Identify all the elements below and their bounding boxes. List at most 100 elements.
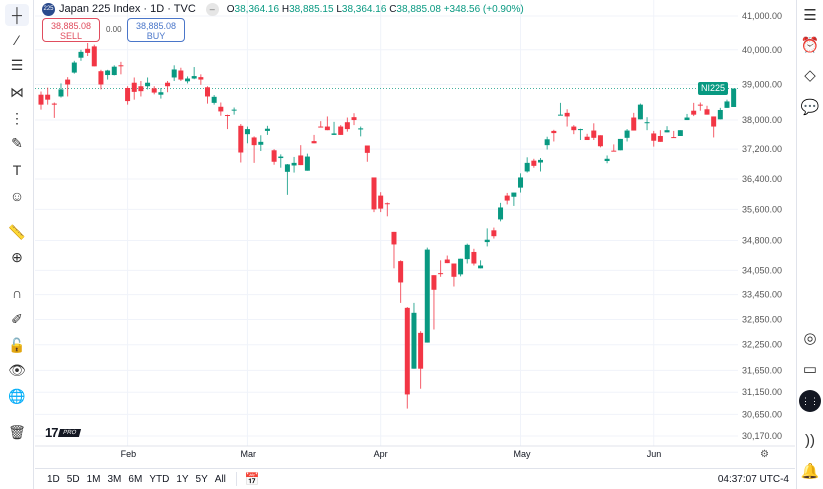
time-axis[interactable]: Feb Mar Apr May Jun [35,446,755,464]
lock-icon[interactable]: 🔓 [8,336,26,353]
price-tick-label: 31,650.00 [742,365,782,375]
crosshair-icon[interactable]: ┼ [5,4,29,26]
candle-body [278,156,284,159]
candle-body [218,106,224,112]
candle-body [697,104,703,106]
candle-body [404,307,410,395]
candle-body [85,48,91,53]
buy-label: BUY [146,31,166,41]
bell-icon[interactable]: 🔔 [800,463,820,480]
candle-body [125,87,131,102]
candle-body [704,109,710,115]
candle-body [98,71,104,85]
candle-body [318,126,324,128]
month-label: Mar [240,449,256,459]
candle-body [331,133,337,135]
price-tick-label: 40,000.00 [742,45,782,55]
month-label: May [513,449,531,459]
range-button-5y[interactable]: 5Y [195,473,208,485]
candle-body [444,259,450,264]
candle-body [544,139,550,146]
calendar-icon[interactable]: ▭ [802,361,818,378]
pattern-icon[interactable]: ⋈ [10,83,24,100]
range-button-1m[interactable]: 1M [86,473,101,485]
trend-line-icon[interactable]: ⁄ [15,32,19,48]
fib-icon[interactable]: ☰ [10,56,24,73]
candle-body [178,70,184,80]
candle-body [518,177,524,188]
month-label: Feb [120,449,137,459]
clock[interactable]: 04:37:07 UTC-4 [717,473,789,485]
month-label: Apr [373,449,388,459]
candle-body [211,96,217,103]
ohlc-readout: O38,364.16 H38,885.15 L38,364.16 C38,885… [226,3,524,15]
buy-price: 38,885.08 [135,21,177,31]
candle-body [717,109,723,120]
candle-body [637,104,643,120]
price-tick-label: 30,650.00 [742,409,782,419]
lock-drawing-icon[interactable]: ✐ [11,310,23,327]
text-icon[interactable]: T [12,162,22,178]
apps-icon[interactable]: ⋮⋮ [799,390,821,412]
candle-body [78,51,84,58]
layers-icon[interactable]: ◇ [804,67,816,84]
candle-body [378,195,384,209]
symbol-header: 225 Japan 225 Index · 1D · TVC – O38,364… [42,2,524,16]
date-range-icon[interactable]: 📅 [235,472,260,486]
candle-body [58,89,64,97]
projection-icon[interactable]: ⋮ [10,109,24,126]
price-tick-label: 32,250.00 [742,340,782,350]
candle-body [551,130,557,134]
alarm-icon[interactable]: ⏰ [800,37,820,54]
price-tick-label: 36,400.00 [742,174,782,184]
right-toolbar: ☰ ⏰ ◇ 💬 ◎ ▭ ⋮⋮)) 🔔 [796,0,823,489]
candle-body [577,129,583,131]
candle-body [597,135,603,147]
candle-body [631,117,637,131]
candle-body [118,65,124,67]
price-tick-label: 37,200.00 [742,144,782,154]
zoom-in-icon[interactable]: ⊕ [11,248,23,265]
buy-button[interactable]: 38,885.08 BUY [127,18,185,42]
range-button-ytd[interactable]: YTD [149,473,170,485]
sell-button[interactable]: 38,885.08 SELL [42,18,100,42]
range-button-6m[interactable]: 6M [128,473,143,485]
candle-body [38,94,44,105]
candle-body [491,230,497,237]
price-tick-label: 38,000.00 [742,115,782,125]
globe-icon[interactable]: 🌐 [8,387,26,404]
trash-icon[interactable]: 🗑 [8,423,26,440]
emoji-icon[interactable]: ☺ [9,188,25,204]
candle-body [258,141,264,145]
range-button-5d[interactable]: 5D [66,473,80,485]
candle-body [418,332,424,369]
range-button-all[interactable]: All [214,473,226,485]
eye-icon[interactable]: 👁 [8,361,26,378]
candle-body [344,122,350,130]
candle-body [524,162,530,172]
spread: 0.00 [106,25,122,34]
symbol-title[interactable]: Japan 225 Index · 1D · TVC [59,3,196,15]
candle-body [504,195,510,201]
signal-icon[interactable]: )) [805,431,815,449]
ruler-icon[interactable]: 📏 [8,223,26,240]
sell-label: SELL [59,31,83,41]
axis-settings-icon[interactable]: ⚙ [760,449,769,460]
chat-icon[interactable]: 💬 [800,99,820,116]
candle-body [45,94,51,100]
range-button-1y[interactable]: 1Y [176,473,189,485]
candle-body [251,137,257,146]
candle-body [224,115,230,117]
brush-icon[interactable]: ✎ [11,134,23,151]
target-icon[interactable]: ◎ [803,330,817,347]
magnet-icon[interactable]: ∩ [11,285,23,301]
candle-body [644,122,650,124]
range-button-3m[interactable]: 3M [107,473,122,485]
month-label: Jun [646,449,662,459]
watchlist-icon[interactable]: ☰ [803,7,817,24]
candle-body [271,150,277,162]
range-button-1d[interactable]: 1D [47,473,60,485]
collapse-button[interactable]: – [205,2,219,16]
price-tick-label: 31,150.00 [742,387,782,397]
